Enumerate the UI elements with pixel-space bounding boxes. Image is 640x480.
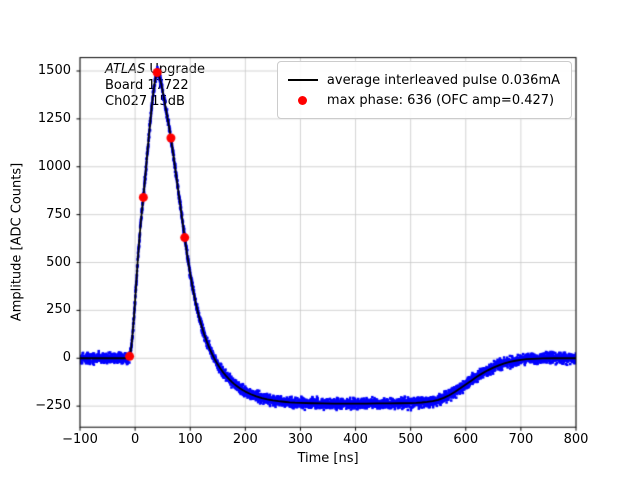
y-tick-label: −250 <box>35 398 71 414</box>
legend-dot-swatch-wrap <box>288 95 318 105</box>
legend-entry-max-phase: max phase: 636 (OFC amp=0.427) <box>288 90 560 110</box>
x-tick-label: 100 <box>177 432 203 447</box>
x-axis-label: Time [ns] <box>297 451 359 466</box>
y-tick-label: 250 <box>46 302 71 318</box>
x-tick-label: 200 <box>232 432 258 447</box>
legend-dot-swatch <box>298 95 308 105</box>
x-tick-label: 500 <box>398 432 424 447</box>
y-tick-label: 1500 <box>37 63 71 78</box>
y-tick-label: 1000 <box>37 158 71 174</box>
legend-line-swatch <box>287 79 318 81</box>
x-tick-label: −100 <box>62 432 98 447</box>
x-tick-label: 300 <box>288 432 313 447</box>
legend: average interleaved pulse 0.036mA max ph… <box>276 61 572 119</box>
x-tick-label: 700 <box>508 432 534 447</box>
y-tick-label: 500 <box>46 254 71 270</box>
y-tick-label: 0 <box>62 350 71 366</box>
x-tick-label: 0 <box>130 432 140 447</box>
legend-label-average-pulse: average interleaved pulse 0.036mA <box>326 72 560 88</box>
y-axis-label: Amplitude [ADC Counts] <box>9 162 25 322</box>
x-tick-label: 800 <box>563 432 589 447</box>
legend-label-max-phase: max phase: 636 (OFC amp=0.427) <box>326 92 555 108</box>
y-tick-label: 750 <box>46 206 71 222</box>
legend-entry-average-pulse: average interleaved pulse 0.036mA <box>287 70 560 90</box>
x-tick-label: 400 <box>343 432 368 447</box>
x-tick-label: 600 <box>453 432 479 447</box>
y-tick-label: 1250 <box>37 110 71 126</box>
